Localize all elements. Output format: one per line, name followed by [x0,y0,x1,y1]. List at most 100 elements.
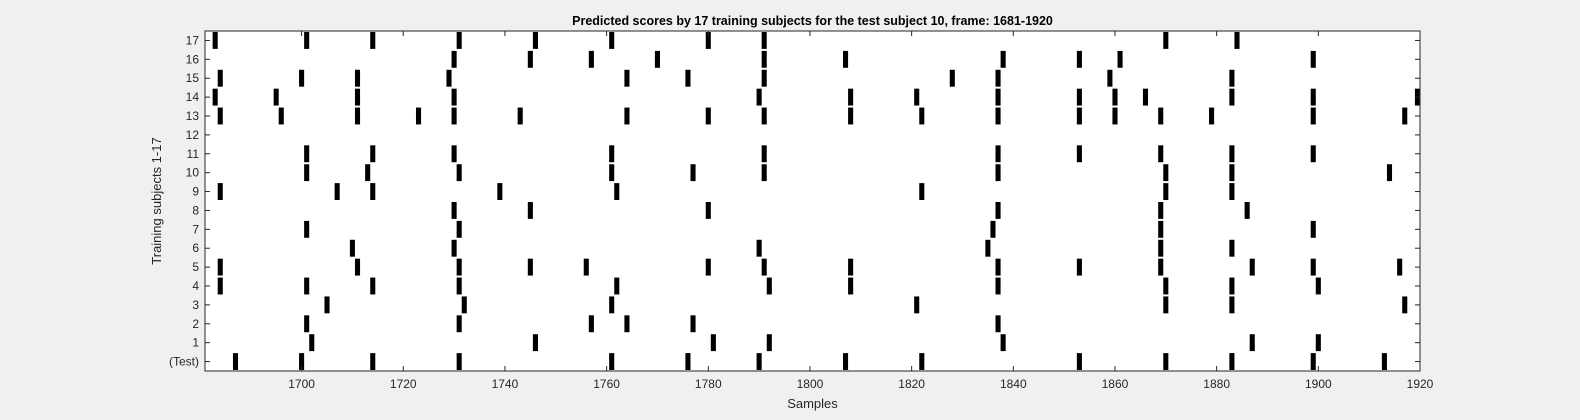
score-mark-row-7-2 [990,220,996,238]
score-mark-row-15-1 [299,69,305,87]
x-tick-label-7: 1840 [1000,377,1027,391]
score-mark-row-16-5 [843,50,849,68]
score-mark-row-15-4 [624,69,630,87]
score-mark-row-3-5 [1229,296,1235,314]
score-mark-row-11-5 [995,145,1001,163]
score-mark-row-17-0 [212,32,218,49]
x-tick-label-9: 1880 [1203,377,1230,391]
score-mark-row-8-2 [705,202,711,219]
score-mark-row-0-0 [232,353,239,370]
score-mark-row-10-4 [690,164,696,182]
score-mark-row-1-0 [309,334,315,352]
score-mark-row-5-11 [1249,258,1255,276]
data-marks [212,32,1420,370]
x-tick-label-0: 1700 [288,377,315,391]
y-tick-label-7: 7 [192,222,199,236]
y-axis-label: Training subjects 1-17 [149,137,164,264]
score-mark-row-17-7 [761,32,767,49]
score-mark-row-14-4 [756,88,762,106]
score-mark-row-1-4 [1000,334,1006,352]
x-tick-label-2: 1740 [492,377,519,391]
score-mark-row-14-11 [1229,88,1235,106]
score-mark-row-13-5 [517,107,523,125]
score-mark-row-6-0 [349,239,355,257]
score-mark-row-5-13 [1397,258,1403,276]
score-mark-row-10-9 [1386,164,1393,182]
score-mark-row-0-12 [1310,353,1316,370]
score-mark-row-14-12 [1310,88,1316,106]
x-tick-label-10: 1900 [1305,377,1332,391]
score-mark-row-5-0 [217,258,223,276]
score-mark-row-2-1 [456,315,462,333]
score-mark-row-8-4 [1158,202,1164,219]
score-mark-row-1-2 [710,334,716,352]
score-mark-row-5-8 [995,258,1001,276]
score-mark-row-14-2 [354,88,361,106]
score-mark-row-10-8 [1229,164,1235,182]
x-tick-label-11: 1920 [1407,377,1434,391]
y-tick-label-5: 5 [192,260,199,274]
score-mark-row-3-1 [461,296,467,314]
score-mark-row-5-5 [705,258,711,276]
score-mark-row-17-4 [532,32,538,49]
score-mark-row-5-6 [761,258,767,276]
score-mark-row-14-8 [1076,88,1082,106]
score-mark-row-11-7 [1158,145,1164,163]
score-mark-row-11-3 [609,145,615,163]
x-axis-label: Samples [787,396,838,411]
score-mark-row-13-14 [1158,107,1164,125]
score-mark-row-16-3 [654,50,660,68]
score-mark-row-13-17 [1402,107,1408,125]
score-mark-row-7-4 [1310,220,1316,238]
score-mark-row-15-7 [949,69,955,87]
x-tick-label-3: 1760 [593,377,620,391]
score-mark-row-14-6 [914,88,920,106]
score-mark-row-5-9 [1076,258,1082,276]
score-mark-row-2-3 [624,315,630,333]
score-mark-row-0-8 [919,353,925,370]
score-mark-row-10-3 [609,164,615,182]
score-mark-row-16-8 [1117,50,1123,68]
score-mark-row-3-6 [1402,296,1408,314]
score-mark-row-16-6 [1000,50,1006,68]
score-mark-row-5-3 [527,258,533,276]
score-mark-row-13-6 [624,107,630,125]
y-tick-label-11: 11 [187,147,200,161]
score-mark-row-9-7 [1229,183,1235,200]
score-mark-row-13-4 [451,107,457,125]
score-mark-row-15-2 [354,69,361,87]
score-mark-row-10-1 [365,164,371,182]
score-mark-row-11-1 [370,145,376,163]
score-mark-row-0-1 [299,353,305,370]
score-mark-row-16-0 [451,50,457,68]
y-tick-label-9: 9 [192,185,199,199]
score-mark-row-13-12 [1076,107,1082,125]
x-tick-label-4: 1780 [695,377,722,391]
score-mark-row-3-2 [609,296,615,314]
score-mark-row-9-3 [497,183,503,200]
score-mark-row-13-7 [705,107,711,125]
x-tick-label-1: 1720 [390,377,417,391]
score-mark-row-8-5 [1244,202,1250,219]
score-mark-row-5-1 [354,258,361,276]
x-tick-label-6: 1820 [898,377,925,391]
score-mark-row-4-10 [1315,277,1321,295]
y-tick-label-0: (Test) [169,355,199,369]
score-mark-row-1-3 [766,334,772,352]
y-tick-label-3: 3 [192,298,199,312]
score-mark-row-17-5 [609,32,615,49]
score-mark-row-15-0 [217,69,223,87]
score-mark-row-7-3 [1158,220,1164,238]
score-mark-row-11-2 [451,145,457,163]
score-mark-row-9-1 [334,183,340,200]
score-mark-row-16-2 [588,50,594,68]
y-tick-label-14: 14 [186,90,200,104]
score-mark-row-14-9 [1112,88,1118,106]
y-tick-label-1: 1 [192,336,199,350]
score-mark-row-14-7 [995,88,1001,106]
score-mark-row-13-1 [278,107,284,125]
score-mark-row-10-5 [761,164,767,182]
y-tick-label-4: 4 [192,279,199,293]
score-mark-row-17-8 [1163,32,1169,49]
